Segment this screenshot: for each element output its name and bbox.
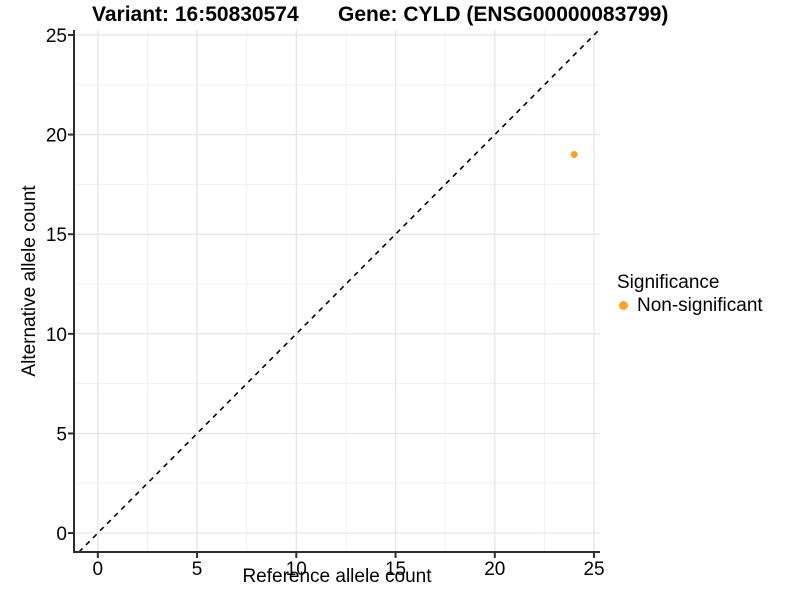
x-tick-label: 20: [484, 559, 505, 580]
plot-title-gene: Gene: CYLD (ENSG00000083799): [338, 3, 669, 26]
legend-item-label: Non-significant: [637, 294, 763, 316]
x-tick-label: 10: [286, 559, 307, 580]
data-point: [570, 151, 578, 159]
y-tick-label: 20: [46, 126, 67, 147]
y-tick-label: 10: [46, 325, 67, 346]
y-axis-title: Alternative allele count: [19, 185, 40, 377]
x-axis-title: Reference allele count: [242, 566, 432, 587]
legend-item: Non-significant: [617, 294, 763, 317]
x-tick-label: 25: [583, 559, 604, 580]
legend-title: Significance: [617, 272, 720, 293]
y-tick-label: 0: [56, 524, 67, 545]
y-tick-label: 25: [46, 26, 67, 47]
y-tick-label: 5: [56, 424, 67, 445]
legend-key-dot-icon: [619, 301, 628, 310]
identity-line: [78, 29, 600, 553]
x-tick-label: 15: [385, 559, 406, 580]
x-tick-label: 0: [93, 559, 104, 580]
legend: Significance Non-significant: [617, 271, 763, 317]
y-tick-label: 15: [46, 225, 67, 246]
plot-title-variant: Variant: 16:50830574: [92, 3, 299, 26]
x-tick-label: 5: [192, 559, 203, 580]
